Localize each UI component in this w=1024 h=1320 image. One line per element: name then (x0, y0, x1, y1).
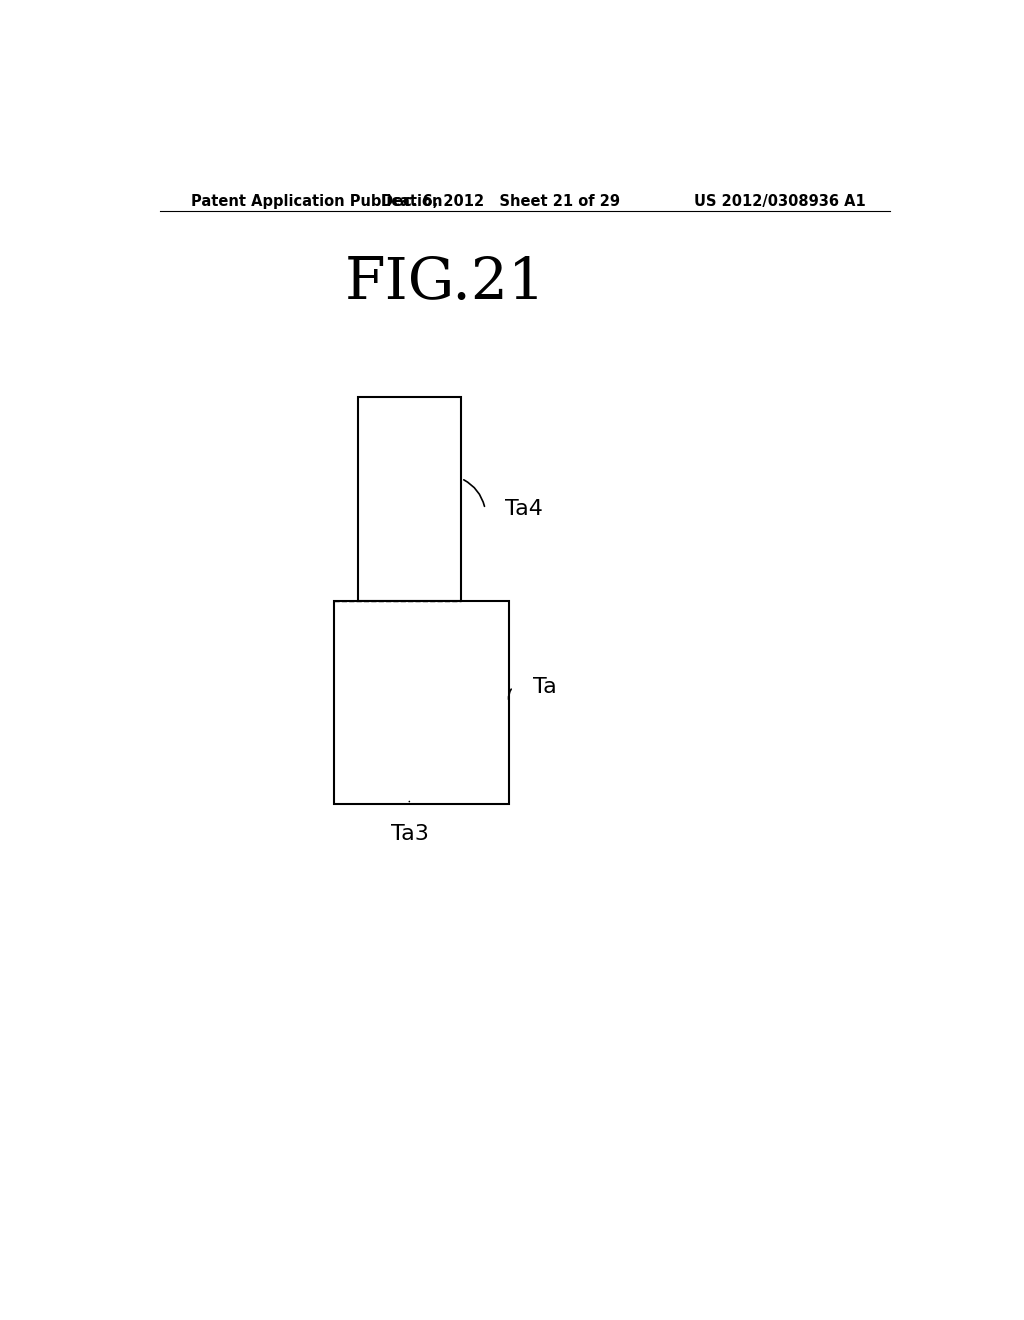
Text: Ta3: Ta3 (391, 824, 429, 845)
Text: FIG.21: FIG.21 (345, 255, 546, 312)
Text: Ta4: Ta4 (505, 499, 543, 519)
Text: Patent Application Publication: Patent Application Publication (191, 194, 443, 209)
Bar (334, 601, 509, 804)
Text: US 2012/0308936 A1: US 2012/0308936 A1 (694, 194, 866, 209)
Text: Ta: Ta (532, 677, 556, 697)
Bar (358, 397, 461, 601)
Text: Dec. 6, 2012   Sheet 21 of 29: Dec. 6, 2012 Sheet 21 of 29 (382, 194, 621, 209)
